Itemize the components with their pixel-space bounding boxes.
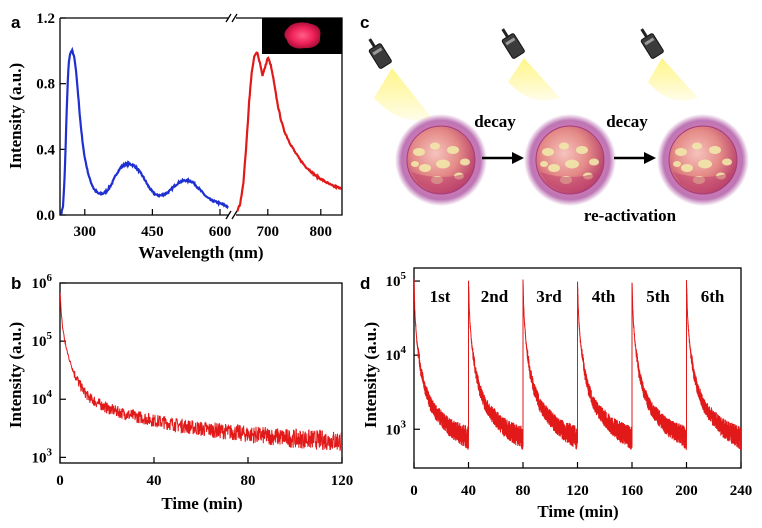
arrow-icon [614,152,656,164]
excitation-spectrum-line [60,46,229,215]
panel-b-ytick-label: 103 [32,446,53,466]
panel-d-xtick-label: 120 [566,483,589,499]
panel-d-xtick-label: 40 [461,483,476,499]
panel-d-xlabel: Time (min) [537,502,618,521]
panel-b-ytick-label-base: 10 [32,276,47,292]
cycle-label: 4th [592,287,616,306]
panel-b-ytick-label-base: 10 [32,334,47,350]
panel-a-xtick-label: 800 [310,224,333,240]
panel-d-xtick-label: 240 [730,483,753,499]
panel-a-xtick-label: 300 [74,224,97,240]
panel-d-ytick-label-exponent: 4 [401,344,407,356]
panel-d-xtick-label: 200 [675,483,698,499]
phosphor-particle-sphere [657,114,749,206]
inset-phosphor-photo [262,18,342,54]
panel-a-ytick-label: 0.8 [36,77,55,93]
panel-b-xtick-label: 0 [56,473,64,489]
panel-b-xtick-label: 40 [147,473,162,489]
panel-b-ytick-label-base: 10 [32,392,47,408]
lamp-icon [640,28,698,101]
panel-a-axis-break-bottom [225,210,238,220]
panel-a-xtick-label: 450 [141,224,164,240]
panel-d-ytick-label: 105 [386,270,407,290]
panel-b-axes [59,282,343,464]
panel-b-ytick-label-exponent: 4 [47,388,53,400]
phosphor-particle-sphere [395,114,487,206]
panel-b-ytick-label: 105 [32,330,53,350]
panel-d-ytick-label: 103 [386,418,407,438]
panel-b-xtick-label: 80 [241,473,256,489]
panel-a-ytick-label: 0.4 [36,142,55,158]
decay-label-2: decay [606,112,648,131]
panel-b-xtick-label: 120 [331,473,354,489]
panel-d-xtick-label: 0 [410,483,418,499]
panel-b-ylabel: Intensity (a.u.) [6,322,25,428]
lamp-icon [368,38,432,121]
panel-d-ytick-label-base: 10 [386,422,401,438]
lamp-icon [501,28,560,101]
panel-d-label: d [360,274,370,293]
panel-b-xlabel: Time (min) [161,494,242,513]
panel-b-label: b [11,274,21,293]
repeated-activation-decay-line [414,279,741,451]
reactivation-label: re-activation [584,206,677,225]
panel-a-axis-break-top [225,13,238,23]
panel-a-label: a [11,13,21,32]
panel-d-ytick-label-base: 10 [386,274,401,290]
panel-d-ytick-label-exponent: 3 [401,418,407,430]
panel-c: c decay decay re-activation [360,13,749,225]
panel-b-ytick-label-exponent: 3 [47,446,53,458]
panel-a-xtick-label: 700 [257,224,280,240]
cycle-label: 2nd [481,287,509,306]
afterglow-decay-line [60,292,342,451]
panel-a-ytick-label: 0.0 [36,208,55,224]
panel-b-ytick-label: 106 [32,272,53,292]
panel-a-ylabel: Intensity (a.u.) [6,63,25,169]
panel-b-ytick-label: 104 [32,388,53,408]
panel-a: a 0.0 0.4 0.8 1.2 300 450 600 700 800 Intensity … [6,11,343,262]
panel-a-ticks: 0.0 0.4 0.8 1.2 300 450 600 700 800 [36,11,332,240]
panel-a-ytick-label: 1.2 [36,11,55,27]
panel-d-ytick-label-base: 10 [386,348,401,364]
cycle-label: 5th [646,287,670,306]
panel-d-xtick-label: 160 [621,483,644,499]
phosphor-particle-sphere [524,114,616,206]
panel-c-label: c [360,13,369,32]
cycle-label: 1st [430,287,451,306]
panel-d-ylabel: Intensity (a.u.) [361,322,380,428]
panel-d-xtick-label: 80 [516,483,531,499]
panel-b-ytick-label-base: 10 [32,450,47,466]
panel-d-ytick-label-exponent: 5 [401,270,407,282]
cycle-label: 6th [701,287,725,306]
arrow-icon [482,152,524,164]
panel-b-ytick-label-exponent: 6 [47,272,53,284]
decay-label-1: decay [474,112,516,131]
panel-a-xlabel: Wavelength (nm) [138,243,263,262]
emission-spectrum-line [236,51,342,212]
panel-b-ytick-label-exponent: 5 [47,330,53,342]
panel-a-xtick-label: 600 [209,224,232,240]
panel-d-ytick-label: 104 [386,344,407,364]
cycle-label: 3rd [536,287,562,306]
